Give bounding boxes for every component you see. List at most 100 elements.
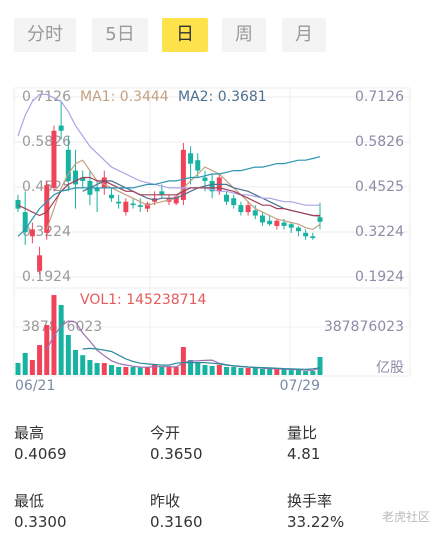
volume-bar	[137, 367, 143, 375]
candle-body	[310, 236, 316, 239]
volume-bar	[87, 360, 93, 375]
candle-body	[224, 194, 230, 202]
stat-value: 4.81	[287, 445, 321, 463]
volume-bar	[274, 368, 280, 375]
volume-bar	[238, 367, 244, 375]
candle-body	[303, 232, 309, 237]
volume-bar	[80, 355, 86, 375]
volume-bar	[166, 366, 172, 375]
ma-line	[17, 93, 320, 206]
volume-bar	[224, 366, 230, 375]
volume-bar	[216, 364, 222, 375]
volume-bar	[180, 347, 186, 375]
candle-body	[58, 125, 64, 131]
y-tick-label: 0.1924	[22, 269, 71, 285]
volume-bar	[281, 368, 287, 375]
stat-value: 0.4069	[14, 445, 67, 463]
volume-bar	[130, 366, 136, 375]
volume-bar	[58, 304, 64, 375]
volume-bar	[195, 362, 201, 375]
stat-label: 换手率	[287, 492, 333, 510]
tab[interactable]: 周	[222, 18, 266, 52]
candle-body	[144, 203, 150, 209]
ma-line	[17, 156, 321, 237]
candle-body	[123, 201, 129, 213]
stat-label: 今开	[150, 424, 181, 442]
ma-line	[82, 180, 321, 217]
volume-bar	[288, 370, 294, 375]
volume-bar	[303, 371, 309, 375]
candle-body	[73, 170, 79, 185]
candle-body	[295, 227, 301, 232]
candle-body	[274, 220, 280, 226]
candle-body	[116, 201, 122, 204]
volume-bar	[252, 367, 258, 375]
volume-bar	[94, 362, 100, 375]
stat-value: 0.3300	[14, 513, 67, 531]
volume-ma-line	[82, 347, 321, 370]
candle-body	[65, 149, 71, 181]
candle-body	[231, 198, 237, 206]
x-tick-label: 07/29	[280, 378, 320, 394]
candle-body	[317, 217, 323, 222]
candle-body	[108, 194, 114, 199]
ma-line	[17, 176, 320, 217]
candle-body	[22, 212, 28, 233]
candle-body	[209, 180, 215, 192]
y-tick-label: 0.7126	[22, 89, 71, 105]
volume-bar	[317, 357, 323, 375]
stat-value: 33.22%	[287, 513, 345, 531]
volume-bar	[15, 362, 21, 375]
volume-bar	[116, 366, 122, 375]
x-tick-label: 06/21	[15, 378, 55, 394]
volume-bar	[209, 365, 215, 375]
stat-label: 最低	[14, 492, 45, 510]
volume-bar	[29, 360, 35, 375]
volume-bar	[37, 345, 43, 375]
candle-body	[195, 160, 201, 171]
tab[interactable]: 日	[162, 18, 208, 52]
candle-body	[188, 153, 194, 164]
volume-bar	[188, 360, 194, 375]
candle-body	[281, 222, 287, 226]
candle-body	[173, 196, 179, 204]
candle-body	[137, 205, 143, 207]
stat-value: 0.3650	[150, 445, 203, 463]
stat-value: 0.3160	[150, 513, 203, 531]
candle-body	[94, 187, 100, 192]
stat-label: 昨收	[150, 492, 181, 510]
legend-entry: MA2: 0.3681	[178, 89, 267, 105]
candle-body	[267, 220, 273, 225]
volume-bar	[123, 366, 129, 375]
volume-bar	[267, 368, 273, 375]
tab[interactable]: 月	[282, 18, 326, 52]
tab[interactable]: 分时	[14, 18, 76, 52]
volume-bar	[231, 366, 237, 375]
candle-body	[37, 255, 43, 271]
candle-body	[245, 205, 251, 213]
volume-bar	[65, 335, 71, 375]
watermark: 老虎社区	[382, 510, 431, 524]
candle-body	[252, 210, 258, 216]
y-tick-label-right: 0.4525	[355, 179, 404, 195]
stat-label: 最高	[14, 424, 45, 442]
volume-bar	[152, 364, 158, 375]
candle-body	[15, 199, 21, 209]
candle-body	[238, 205, 244, 213]
volume-title: VOL1: 145238714	[80, 292, 206, 308]
volume-bar	[73, 350, 79, 375]
candle-body	[51, 130, 57, 188]
candle-body	[130, 203, 136, 206]
volume-bar	[159, 366, 165, 375]
volume-bar	[22, 352, 28, 375]
candle-body	[180, 149, 186, 200]
candle-body	[29, 229, 35, 237]
candle-body	[259, 215, 265, 223]
volume-bar	[101, 362, 107, 375]
candle-body	[159, 191, 165, 195]
tab[interactable]: 5日	[92, 18, 148, 52]
candle-body	[288, 224, 294, 228]
candle-body	[101, 177, 107, 188]
volume-bar	[295, 370, 301, 375]
